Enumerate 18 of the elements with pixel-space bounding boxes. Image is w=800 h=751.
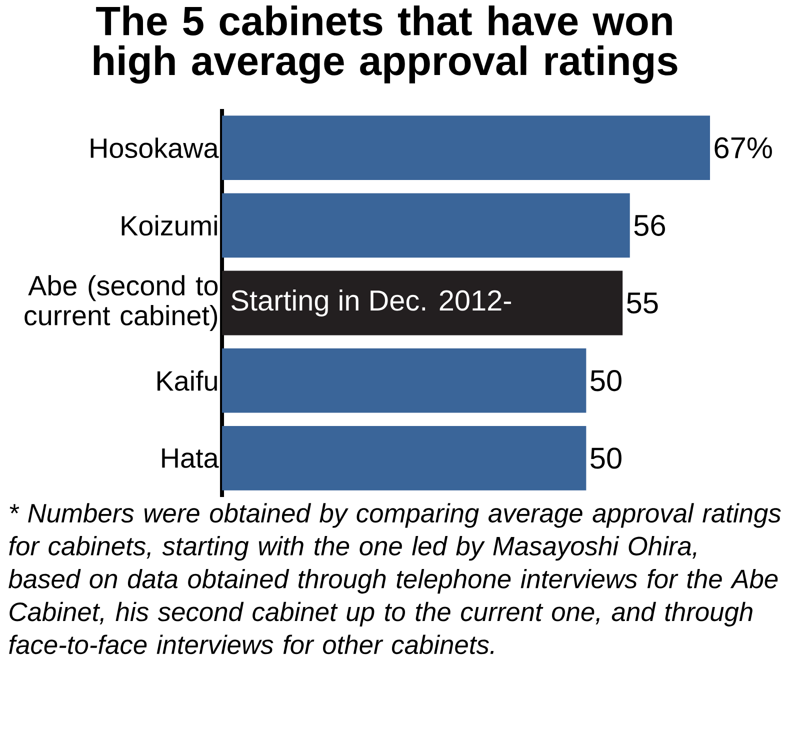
data-label: 55 — [627, 292, 658, 314]
y-tick-label: Hata — [162, 448, 219, 468]
data-label: 56 — [634, 214, 666, 236]
bar — [222, 116, 710, 180]
annotation: Starting in Dec. 2012- — [232, 290, 511, 316]
bar — [222, 270, 623, 336]
bar — [222, 426, 586, 490]
chart-title: The 5 cabinets that have won high average approval ratings — [94, 6, 678, 84]
text: * Numbers were obtained by comparing average approval ratings for cabinets, starting with the one led by Masayoshi Ohira, based on data obtained through telephone interviews for the Abe Cabinet, his second cabinet up to the current one, and through face-to-face interviews for other cabinets. — [8, 503, 781, 654]
data-label: 50 — [590, 448, 622, 469]
y-tick-label: Koizumi — [122, 215, 217, 236]
data-label: 50 — [590, 370, 622, 392]
data-label: 67% — [714, 137, 772, 158]
y-tick-label: Hosokawa — [90, 138, 219, 158]
y-tick-label: Kaifu — [158, 370, 217, 391]
y-tick-label: Abe (second to current cabinet) — [24, 275, 218, 331]
bar — [222, 193, 630, 258]
bar — [222, 348, 586, 413]
